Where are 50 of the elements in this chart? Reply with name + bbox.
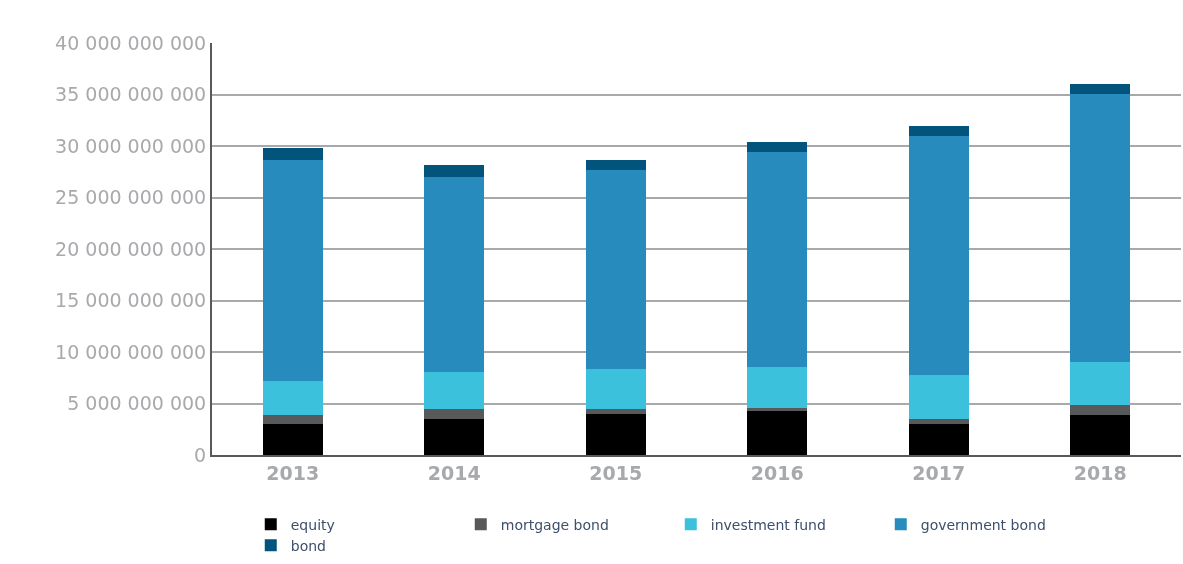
y-tick-label: 10 000 000 000 (55, 340, 207, 363)
bar (1070, 361, 1131, 405)
y-tick-label: 25 000 000 000 (55, 186, 207, 209)
x-tick-label: 2014 (427, 461, 481, 484)
bar (585, 368, 646, 410)
bar (747, 408, 808, 412)
bar (908, 424, 969, 455)
bar (585, 414, 646, 455)
bar (262, 159, 323, 382)
bar (424, 371, 485, 410)
y-tick-label: 0 (194, 443, 207, 466)
bar (1070, 404, 1131, 416)
bar (1070, 415, 1131, 455)
bar (262, 148, 323, 160)
bar (424, 165, 485, 178)
bar (424, 177, 485, 372)
bar (747, 142, 808, 153)
y-tick-label: 20 000 000 000 (55, 237, 207, 260)
x-tick-label: 2018 (1073, 461, 1127, 484)
bar (908, 135, 969, 375)
bar (262, 381, 323, 416)
legend-label: investment fund (710, 516, 826, 533)
bar (747, 411, 808, 455)
y-tick-label: 15 000 000 000 (55, 289, 207, 312)
legend-label: mortgage bond (500, 516, 609, 533)
y-tick-label: 35 000 000 000 (55, 83, 207, 106)
bar (585, 159, 646, 170)
bar (1070, 93, 1131, 362)
legend-label: bond (290, 537, 326, 554)
bar (908, 419, 969, 425)
legend-label: government bond (920, 516, 1046, 533)
bar (908, 126, 969, 136)
bar (585, 169, 646, 369)
bar (424, 409, 485, 420)
bar (262, 415, 323, 425)
bar (747, 152, 808, 367)
bar (1070, 83, 1131, 94)
y-tick-label: 5 000 000 000 (67, 392, 207, 415)
y-tick-label: 30 000 000 000 (55, 134, 207, 157)
bar (424, 419, 485, 455)
x-tick-label: 2016 (750, 461, 804, 484)
bar (262, 424, 323, 455)
y-tick-label: 40 000 000 000 (55, 31, 207, 54)
bar (747, 366, 808, 409)
bar (908, 374, 969, 420)
legend-label: equity (290, 516, 335, 533)
x-tick-label: 2017 (912, 461, 966, 484)
bar (585, 409, 646, 415)
x-tick-label: 2015 (589, 461, 643, 484)
x-tick-label: 2013 (266, 461, 320, 484)
